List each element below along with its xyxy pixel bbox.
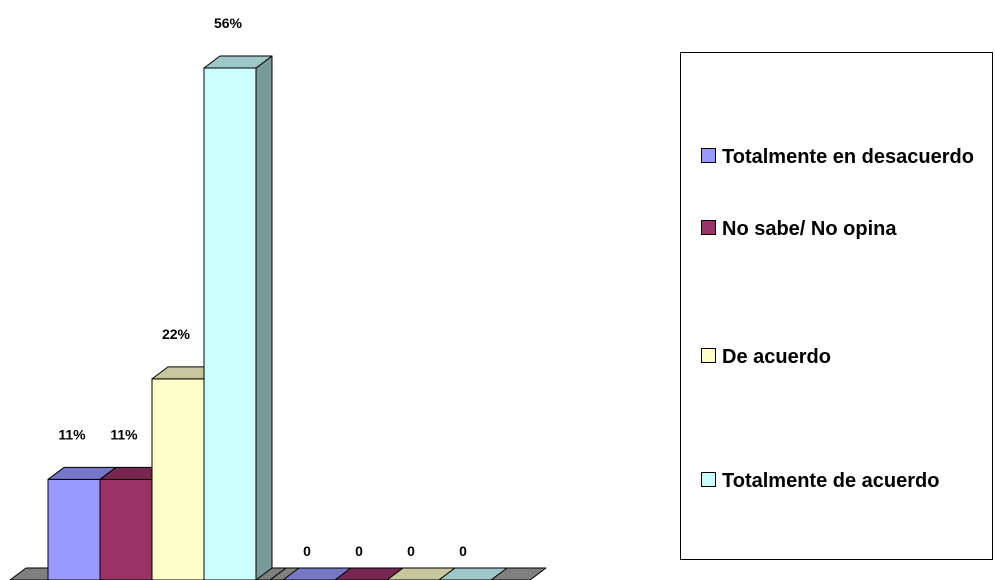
bar-de-acuerdo-front xyxy=(151,378,205,580)
legend-item-totalmente-en-desacuerdo: Totalmente en desacuerdo xyxy=(701,142,992,172)
data-label: 22% xyxy=(162,326,191,342)
legend-label: Totalmente de acuerdo xyxy=(722,470,940,492)
chart-legend: Totalmente en desacuerdo No sabe/ No opi… xyxy=(680,52,993,560)
chart-bars xyxy=(47,55,508,580)
data-label: 11% xyxy=(58,426,86,442)
data-label: 56% xyxy=(214,15,243,31)
legend-label: Totalmente en desacuerdo xyxy=(722,146,974,168)
legend-swatch xyxy=(701,472,716,487)
data-label: 0 xyxy=(355,543,363,559)
bar-totalmente-de-acuerdo-side xyxy=(255,55,273,580)
chart-plot: 11% 11% 22% 56% 0 0 0 0 xyxy=(9,15,547,580)
bar-no-sabe-no-opina-front xyxy=(99,478,153,580)
bar-totalmente-en-desacuerdo-front xyxy=(47,478,101,580)
bar-totalmente-de-acuerdo-top xyxy=(203,55,273,69)
legend-item-de-acuerdo: De acuerdo xyxy=(701,342,992,372)
legend-label: No sabe/ No opina xyxy=(722,218,897,240)
legend-label: De acuerdo xyxy=(722,346,831,368)
legend-swatch xyxy=(701,148,716,163)
bar-totalmente-de-acuerdo-flat xyxy=(438,567,508,580)
data-label: 0 xyxy=(459,543,467,559)
legend-item-no-sabe-no-opina: No sabe/ No opina xyxy=(701,214,992,244)
legend-item-totalmente-de-acuerdo: Totalmente de acuerdo xyxy=(701,466,992,496)
data-label: 0 xyxy=(407,543,415,559)
data-label: 0 xyxy=(303,543,311,559)
bar-totalmente-de-acuerdo-front xyxy=(203,67,257,580)
chart-data-labels: 11% 11% 22% 56% 0 0 0 0 xyxy=(58,15,467,559)
legend-swatch xyxy=(701,348,716,363)
data-label: 11% xyxy=(110,426,138,442)
legend-swatch xyxy=(701,220,716,235)
